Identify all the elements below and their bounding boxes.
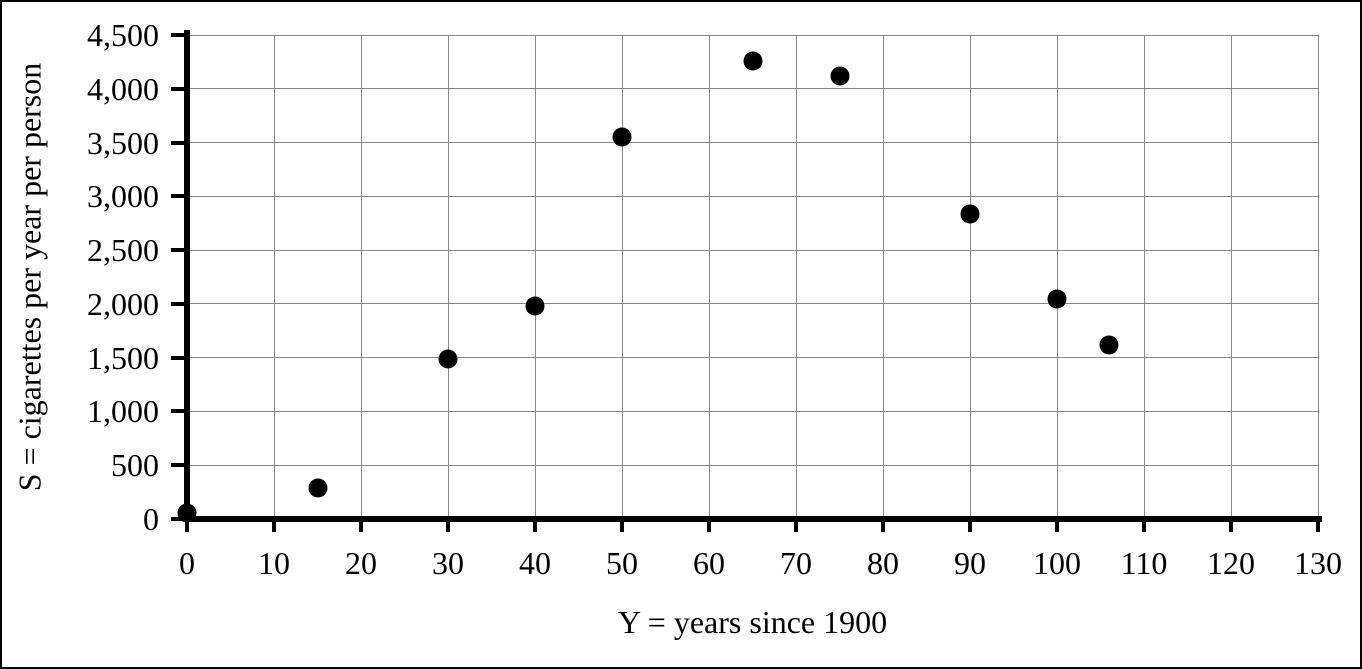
y-axis-tick (171, 517, 184, 521)
y-axis-tick (171, 301, 184, 306)
y-axis-tick (171, 33, 184, 37)
gridline-vertical (969, 35, 971, 519)
data-point (743, 51, 762, 71)
data-point (308, 478, 327, 498)
data-point (438, 349, 458, 369)
data-point (830, 66, 849, 86)
y-tick-label: 2,000 (87, 285, 159, 322)
gridline-vertical (273, 35, 275, 519)
gridline-vertical (1317, 35, 1319, 519)
gridline-vertical (795, 35, 797, 519)
x-axis-tick (1316, 519, 1320, 532)
gridline-vertical (708, 35, 710, 519)
y-axis-tick (171, 409, 184, 414)
x-tick-label: 110 (1120, 545, 1168, 581)
data-point (960, 204, 980, 224)
gridline-horizontal (187, 88, 1318, 90)
x-tick-label: 100 (1033, 545, 1081, 581)
x-axis-title: Y = years since 1900 (617, 604, 888, 640)
gridline-vertical (534, 35, 536, 519)
x-tick-label: 0 (179, 545, 195, 581)
x-axis-tick (794, 519, 798, 532)
gridline-vertical (447, 35, 449, 519)
gridline-vertical (882, 35, 884, 519)
data-point (525, 296, 545, 316)
y-tick-label: 500 (111, 447, 159, 484)
plot-area: 0 10 20 30 40 50 60 70 80 90 100 110 120 130 0 500 1,000… (87, 17, 1342, 581)
x-tick-label: 30 (432, 545, 464, 581)
x-tick-label: 40 (519, 545, 551, 581)
x-axis-line (184, 516, 1322, 522)
gridline-horizontal (187, 142, 1318, 144)
x-axis-tick (359, 519, 363, 532)
x-tick-label: 70 (780, 545, 812, 581)
x-axis-tick (968, 519, 972, 532)
gridline-horizontal (187, 195, 1318, 197)
y-axis-tick (171, 140, 184, 145)
x-tick-label: 90 (954, 545, 986, 581)
y-axis-tick (171, 194, 184, 199)
gridline-horizontal (187, 410, 1318, 412)
x-axis-tick (881, 519, 885, 532)
gridline-vertical (1143, 35, 1145, 519)
gridline-vertical (1230, 35, 1232, 519)
x-tick-label: 20 (345, 545, 377, 581)
x-tick-label: 60 (693, 545, 725, 581)
x-tick-label: 50 (606, 545, 638, 581)
x-axis-tick (707, 519, 711, 532)
y-axis-tick (171, 355, 184, 360)
y-axis-line (184, 30, 190, 522)
x-axis-tick (1055, 519, 1059, 532)
y-tick-label: 0 (143, 501, 159, 537)
gridline-horizontal (187, 464, 1318, 466)
y-tick-label: 4,000 (87, 70, 159, 107)
x-axis-tick (620, 519, 624, 532)
y-tick-label: 3,500 (87, 124, 159, 161)
x-axis-tick (446, 519, 450, 532)
gridline-horizontal (187, 357, 1318, 359)
x-tick-label: 130 (1294, 545, 1342, 581)
gridline-vertical (621, 35, 623, 519)
x-axis-tick (185, 519, 189, 532)
x-tick-label: 120 (1207, 545, 1255, 581)
gridline-horizontal (187, 34, 1318, 36)
x-axis-tick (272, 519, 276, 532)
data-point (612, 127, 632, 147)
y-tick-label: 2,500 (87, 232, 159, 269)
data-point (1047, 289, 1067, 309)
y-tick-label: 1,500 (87, 339, 159, 376)
data-point (1099, 335, 1119, 355)
x-axis-tick (1229, 519, 1233, 532)
x-tick-label: 10 (258, 545, 290, 581)
x-axis-tick (533, 519, 537, 532)
gridline-horizontal (187, 303, 1318, 305)
y-axis-tick (171, 463, 184, 468)
y-axis-tick (171, 248, 184, 253)
gridline-vertical (1056, 35, 1058, 519)
x-tick-label: 80 (867, 545, 899, 581)
gridline-horizontal (187, 249, 1318, 251)
x-axis-tick (1142, 519, 1146, 532)
gridline-vertical (360, 35, 362, 519)
y-axis-tick (171, 86, 184, 91)
y-tick-label: 4,500 (87, 17, 159, 53)
y-tick-label: 3,000 (87, 178, 159, 215)
y-tick-label: 1,000 (87, 393, 159, 430)
